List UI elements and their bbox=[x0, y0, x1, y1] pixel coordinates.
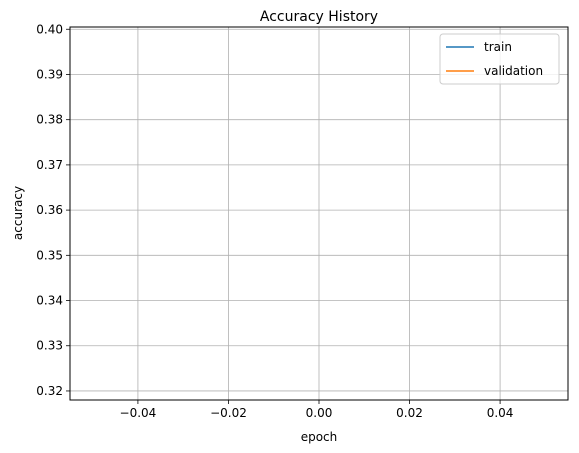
x-axis-label: epoch bbox=[301, 430, 338, 444]
ticks: −0.04 −0.02 0.00 0.02 0.04 0.32 0.33 0.34 0.35 0.… bbox=[36, 22, 513, 420]
chart-title: Accuracy History bbox=[260, 9, 378, 25]
x-tick-label: 0.04 bbox=[487, 406, 514, 420]
legend-label-validation: validation bbox=[484, 64, 543, 78]
y-tick-label: 0.39 bbox=[36, 67, 63, 81]
legend-label-train: train bbox=[484, 40, 512, 54]
legend: train validation bbox=[439, 33, 560, 85]
y-axis-label: accuracy bbox=[11, 186, 25, 240]
x-tick-label: 0.02 bbox=[396, 406, 423, 420]
y-tick-label: 0.36 bbox=[36, 203, 63, 217]
y-tick-label: 0.37 bbox=[36, 158, 63, 172]
y-tick-label: 0.40 bbox=[36, 22, 63, 36]
y-tick-label: 0.38 bbox=[36, 113, 63, 127]
y-tick-label: 0.35 bbox=[36, 248, 63, 262]
x-tick-label: −0.02 bbox=[210, 406, 247, 420]
grid bbox=[70, 27, 568, 400]
y-tick-label: 0.34 bbox=[36, 294, 63, 308]
y-tick-label: 0.33 bbox=[36, 339, 63, 353]
x-tick-label: 0.00 bbox=[306, 406, 333, 420]
y-tick-label: 0.32 bbox=[36, 384, 63, 398]
x-tick-label: −0.04 bbox=[120, 406, 157, 420]
